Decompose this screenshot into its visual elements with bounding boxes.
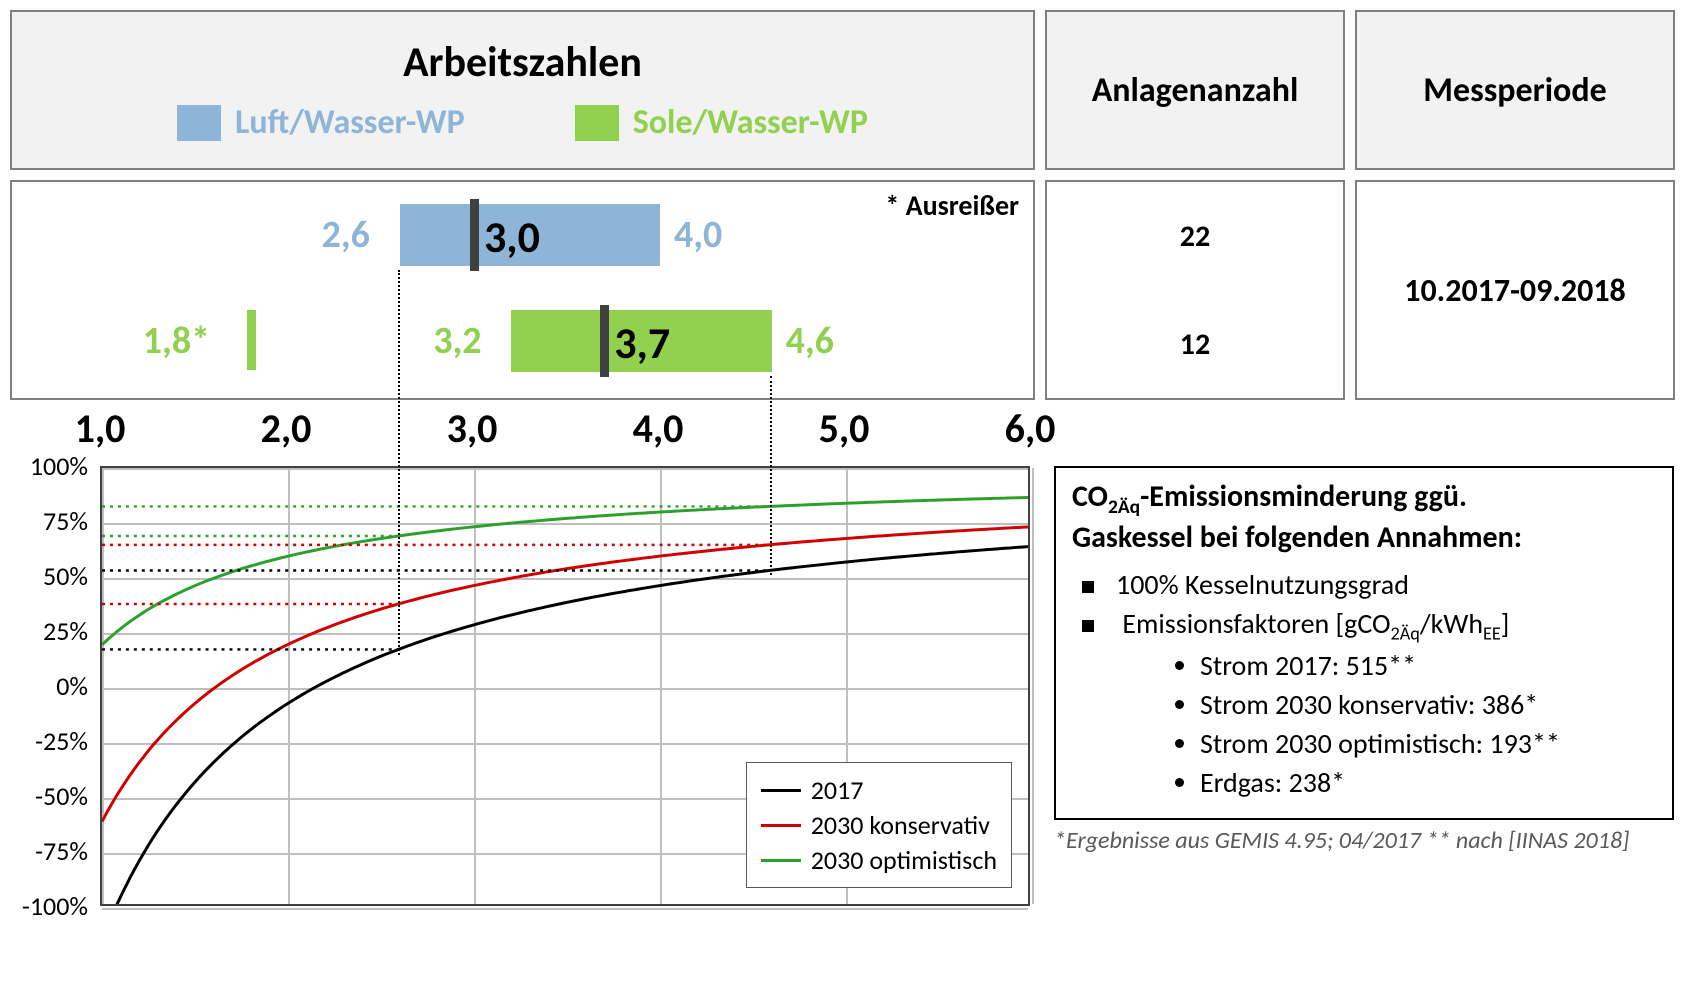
sole-min-label: 3,2 — [433, 318, 481, 364]
bottom-row: 100%75%50%25%0%-25%-50%-75%-100% 2017 20… — [10, 460, 1686, 930]
sole-median-label: 3,7 — [614, 316, 670, 370]
header-row: Arbeitszahlen Luft/Wasser-WP Sole/Wasser… — [10, 10, 1686, 170]
info-ef-gas: Erdgas: 238* — [1200, 765, 1656, 800]
legend-luft-label: Luft/Wasser-WP — [235, 102, 465, 143]
info-ef-2017: Strom 2017: 515** — [1200, 648, 1656, 683]
swatch-sole — [575, 105, 619, 141]
x-tick-label: 3,0 — [447, 404, 498, 453]
sole-max-label: 4,6 — [786, 318, 834, 364]
figure-root: Arbeitszahlen Luft/Wasser-WP Sole/Wasser… — [10, 10, 1686, 930]
info-column: CO2Äq-Emissionsminderung ggü. Gaskessel … — [1054, 460, 1674, 930]
footnote: *Ergebnisse aus GEMIS 4.95; 04/2017 ** n… — [1054, 826, 1674, 855]
info-bullet-kessel: 100% Kesselnutzungsgrad — [1116, 567, 1656, 602]
luft-min-label: 2,6 — [322, 212, 370, 258]
legend-2030o: 2030 optimistisch — [761, 844, 997, 876]
legend-sole-label: Sole/Wasser-WP — [633, 102, 868, 143]
luft-median-label: 3,0 — [484, 210, 540, 264]
info-box: CO2Äq-Emissionsminderung ggü. Gaskessel … — [1054, 466, 1674, 820]
period-text: 10.2017-09.2018 — [1404, 271, 1626, 310]
count-sole: 12 — [1180, 326, 1210, 363]
x-tick-label: 1,0 — [75, 404, 126, 453]
legend-2030k: 2030 konservativ — [761, 809, 997, 841]
y-tick-label: 0% — [56, 670, 88, 702]
y-tick-label: -75% — [35, 835, 88, 867]
outlier-tick — [247, 310, 256, 370]
gridline-h — [102, 908, 1028, 910]
info-title: CO2Äq-Emissionsminderung ggü. Gaskessel … — [1072, 478, 1656, 557]
y-tick-label: -50% — [35, 780, 88, 812]
anlagen-label: Anlagenanzahl — [1092, 70, 1299, 111]
y-tick-label: -100% — [22, 890, 88, 922]
body-row: * Ausreißer2,63,04,03,23,74,61,8* 22 12 … — [10, 180, 1686, 400]
y-axis-labels: 100%75%50%25%0%-25%-50%-75%-100% — [10, 460, 96, 930]
x-tick-label: 4,0 — [633, 404, 684, 453]
plot-area: 2017 2030 konservativ 2030 optimistisch — [100, 466, 1030, 906]
series-legend: 2017 2030 konservativ 2030 optimistisch — [746, 762, 1012, 888]
messperiode-label: Messperiode — [1423, 70, 1606, 111]
swatch-luft — [177, 105, 221, 141]
legend-item-luft: Luft/Wasser-WP — [177, 102, 465, 143]
legend-line-2030k — [761, 824, 801, 827]
legend-2030k-label: 2030 konservativ — [811, 809, 990, 841]
arbeitszahlen-legend: Luft/Wasser-WP Sole/Wasser-WP — [177, 102, 868, 143]
y-tick-label: 25% — [43, 615, 88, 647]
legend-2017-label: 2017 — [811, 774, 864, 806]
x-tick-label: 2,0 — [261, 404, 312, 453]
range-chart: * Ausreißer 2,6 3,0 4,0 3,2 3,7 4,6 1,8* — [10, 180, 1035, 400]
info-ef-2030o: Strom 2030 optimistisch: 193** — [1200, 726, 1656, 761]
y-tick-label: 75% — [43, 505, 88, 537]
outlier-label: 1,8* — [143, 318, 210, 364]
arbeitszahlen-header: Arbeitszahlen Luft/Wasser-WP Sole/Wasser… — [10, 10, 1035, 170]
count-cell: 22 12 — [1045, 180, 1345, 400]
period-cell: 10.2017-09.2018 — [1355, 180, 1675, 400]
legend-line-2017 — [761, 789, 801, 792]
info-assumptions: 100% Kesselnutzungsgrad Emissionsfaktore… — [1072, 567, 1656, 801]
y-tick-label: 50% — [43, 560, 88, 592]
y-tick-label: 100% — [30, 450, 88, 482]
x-tick-label: 6,0 — [1005, 404, 1056, 453]
legend-2017: 2017 — [761, 774, 997, 806]
x-tick-label: 5,0 — [819, 404, 870, 453]
info-ef-2030k: Strom 2030 konservativ: 386* — [1200, 687, 1656, 722]
gridline-v — [1032, 468, 1034, 904]
info-ef-list: Strom 2017: 515** Strom 2030 konservativ… — [1116, 648, 1656, 800]
median-luft — [470, 199, 479, 271]
arbeitszahlen-title: Arbeitszahlen — [403, 37, 642, 88]
info-bullet-ef: Emissionsfaktoren [gCO2Äq/kWhEE] Strom 2… — [1116, 606, 1656, 801]
x-axis: 1,02,03,04,05,06,0 — [10, 400, 1040, 460]
legend-item-sole: Sole/Wasser-WP — [575, 102, 868, 143]
messperiode-header: Messperiode — [1355, 10, 1675, 170]
outlier-note: * Ausreißer — [885, 188, 1019, 223]
luft-max-label: 4,0 — [674, 212, 722, 258]
anlagen-header: Anlagenanzahl — [1045, 10, 1345, 170]
median-sole — [600, 305, 609, 377]
count-luft: 22 — [1180, 218, 1210, 255]
y-tick-label: -25% — [35, 725, 88, 757]
legend-line-2030o — [761, 859, 801, 862]
line-chart: 100%75%50%25%0%-25%-50%-75%-100% 2017 20… — [10, 460, 1040, 930]
legend-2030o-label: 2030 optimistisch — [811, 844, 997, 876]
